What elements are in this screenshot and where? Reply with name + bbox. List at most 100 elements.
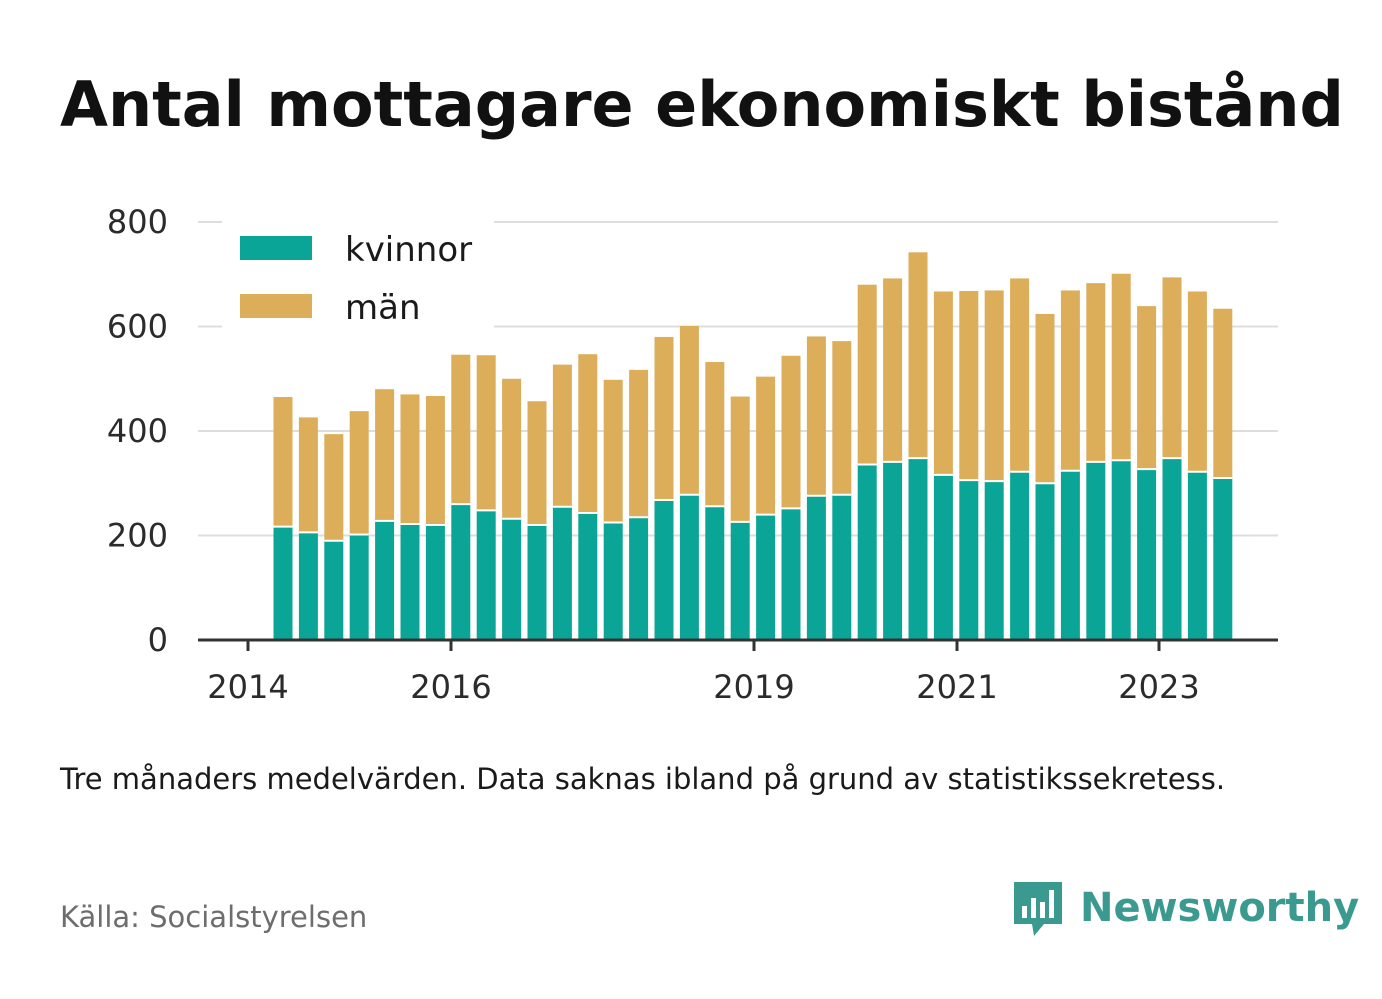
bar-kvinnor [832,494,852,640]
bar-män [984,290,1004,482]
bar-kvinnor [603,522,623,640]
bar-män [552,364,572,507]
bar-män [476,355,496,511]
bar-kvinnor [756,514,776,640]
bar-kvinnor [933,474,953,640]
bar-män [1213,308,1233,479]
bar-män [502,378,522,519]
bar-kvinnor [1111,460,1131,640]
bar-män [1010,278,1030,472]
bar-kvinnor [578,513,598,640]
bar-män [349,411,369,535]
bar-kvinnor [1137,469,1157,640]
bar-män [705,362,725,507]
legend: kvinnor män [222,214,494,332]
bar-kvinnor [324,540,344,640]
bar-män [959,290,979,481]
bar-kvinnor [984,481,1004,640]
bar-män [527,401,547,526]
bar-män [375,389,395,521]
bar-kvinnor [806,495,826,640]
bar-kvinnor [476,510,496,640]
y-tick-label: 0 [148,621,168,659]
x-axis-ticks: 2014 2016 2019 2021 2023 [207,640,1200,706]
bar-män [629,369,649,518]
bar-kvinnor [883,461,903,640]
legend-swatch-kvinnor [240,236,312,260]
bar-kvinnor [959,480,979,640]
y-axis-ticks: 0 200 400 600 800 [107,203,168,659]
bar-män [1086,283,1106,462]
bar-kvinnor [451,504,471,640]
bar-män [832,341,852,495]
y-tick-label: 200 [107,517,168,555]
bar-kvinnor [679,494,699,640]
bar-kvinnor [654,499,674,640]
bar-kvinnor [502,518,522,640]
bars [273,252,1233,640]
bar-kvinnor [273,526,293,640]
bar-män [756,376,776,515]
bar-kvinnor [629,517,649,640]
bar-män [654,336,674,500]
bar-kvinnor [857,464,877,640]
bar-kvinnor [298,532,318,640]
legend-label-män: män [345,288,421,328]
logo-text: Newsworthy [1080,885,1360,931]
bar-män [883,278,903,462]
x-tick-label: 2014 [207,668,288,706]
bar-män [679,325,699,495]
legend-label-kvinnor: kvinnor [345,230,472,270]
bar-kvinnor [349,534,369,640]
bar-kvinnor [425,525,445,640]
bar-kvinnor [1086,461,1106,640]
bar-män [933,291,953,475]
source-label: Källa: Socialstyrelsen [60,900,368,934]
bar-män [324,434,344,541]
bar-kvinnor [400,524,420,640]
bar-kvinnor [1187,471,1207,640]
bar-kvinnor [375,520,395,640]
bar-kvinnor [552,506,572,640]
page-title: Antal mottagare ekonomiskt bistånd [60,68,1344,141]
bar-män [425,395,445,526]
legend-swatch-män [240,294,312,318]
x-tick-label: 2023 [1118,668,1199,706]
bar-män [578,354,598,514]
y-tick-label: 600 [107,308,168,346]
bar-män [730,396,750,522]
bar-män [1162,277,1182,459]
bar-män [806,336,826,496]
bar-män [1137,306,1157,470]
bar-män [1035,313,1055,484]
bar-kvinnor [908,458,928,640]
bar-kvinnor [705,506,725,640]
x-tick-label: 2021 [916,668,997,706]
bar-kvinnor [781,508,801,640]
chart-note: Tre månaders medelvärden. Data saknas ib… [60,762,1226,796]
bar-män [603,379,623,523]
y-tick-label: 400 [107,412,168,450]
bar-kvinnor [1060,470,1080,640]
bar-kvinnor [1213,478,1233,640]
bar-kvinnor [730,521,750,640]
bar-män [273,397,293,527]
bar-män [1111,273,1131,461]
bar-kvinnor [1035,483,1055,640]
bar-män [857,284,877,465]
bar-män [298,417,318,533]
bar-kvinnor [527,525,547,640]
bar-män [400,394,420,525]
bar-kvinnor [1010,471,1030,640]
bar-kvinnor [1162,458,1182,640]
bar-män [451,354,471,505]
newsworthy-logo: Newsworthy [1010,878,1359,938]
newsworthy-chart-icon [1014,882,1062,936]
bar-män [908,252,928,459]
y-tick-label: 800 [107,203,168,241]
x-tick-label: 2016 [410,668,491,706]
bar-män [1187,291,1207,472]
x-tick-label: 2019 [713,668,794,706]
bar-män [781,355,801,509]
